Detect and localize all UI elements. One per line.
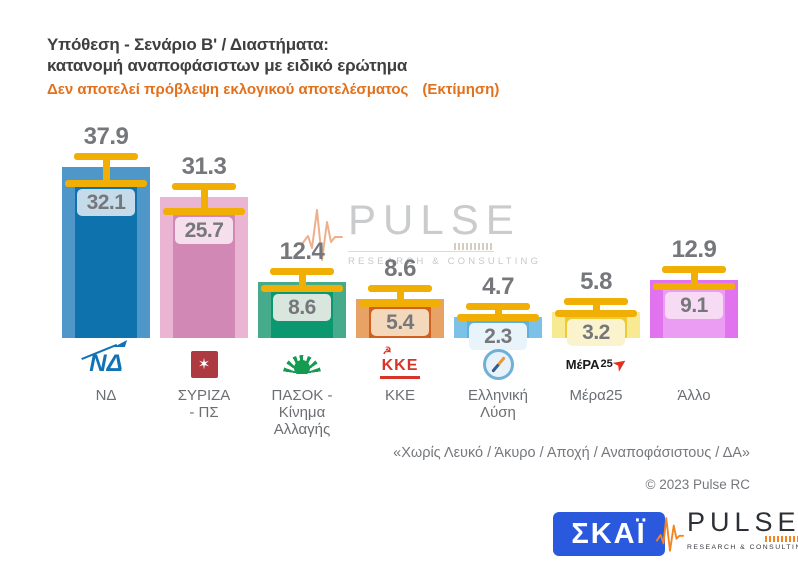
- pulse-waveform-icon: [656, 517, 684, 552]
- pulse-watermark: PULSE RESEARCH & CONSULTING: [300, 198, 541, 267]
- interval-bottom-nd: [65, 179, 147, 187]
- barcode-icon: [765, 536, 798, 542]
- interval-top-syriza: [172, 183, 236, 191]
- lower-value-kke: 5.4: [371, 308, 429, 336]
- watermark-brand: PULSE: [348, 196, 521, 243]
- compass-logo-icon: [482, 348, 514, 380]
- pulse-waveform-icon: [301, 209, 343, 261]
- interval-top-allo: [662, 265, 726, 273]
- party-logo-allo: [639, 344, 749, 384]
- disclaimer: Δεν αποτελεί πρόβλεψη εκλογικού αποτελέσ…: [47, 81, 499, 98]
- party-logo-mera25: ΜέΡΑ 25 ➤: [541, 344, 651, 384]
- lower-value-syriza: 25.7: [175, 217, 233, 245]
- interval-bottom-pasok: [261, 285, 343, 293]
- interval-stem-mera25: [593, 297, 600, 317]
- interval-bottom-syriza: [163, 208, 245, 216]
- skai-logo: ΣΚΑΪ: [553, 512, 665, 556]
- estimate-label: (Εκτίμηση): [422, 81, 500, 98]
- watermark-divider: [348, 242, 494, 252]
- disclaimer-text: Δεν αποτελεί πρόβλεψη εκλογικού αποτελέσ…: [47, 81, 409, 98]
- party-name-elliniki-lysi: Ελληνική Λύση: [467, 387, 529, 421]
- party-name-pasok: ΠΑΣΟΚ - Κίνημα Αλλαγής: [271, 387, 333, 438]
- interval-bottom-kke: [359, 299, 441, 307]
- barcode-icon: [454, 243, 492, 250]
- party-logo-kke: ☭ ΚΚΕ: [345, 344, 455, 384]
- upper-value-mera25: 5.8: [580, 267, 612, 295]
- nd-logo-icon: ΝΔ: [81, 340, 127, 376]
- party-logo-nd: ΝΔ: [51, 340, 161, 384]
- lower-value-nd: 32.1: [77, 188, 135, 216]
- lower-value-mera25: 3.2: [567, 318, 625, 346]
- interval-bottom-allo: [653, 283, 735, 291]
- pasok-sun-icon: [283, 354, 321, 374]
- kke-logo-icon: ☭ ΚΚΕ: [379, 347, 421, 379]
- party-name-allo: Άλλο: [677, 387, 711, 404]
- party-name-nd: ΝΔ: [95, 387, 117, 404]
- pulse-logo-text-block: PULSE RESEARCH & CONSULTING: [687, 508, 798, 551]
- mera25-logo-icon: ΜέΡΑ 25 ➤: [565, 353, 631, 375]
- interval-top-elliniki-lysi: [466, 302, 530, 310]
- interval-top-kke: [368, 285, 432, 293]
- party-name-kke: ΚΚΕ: [384, 387, 415, 404]
- party-logo-syriza: ✶: [149, 344, 259, 384]
- party-logo-elliniki-lysi: [443, 344, 553, 384]
- title-line-2: κατανομή αναποφάσιστων με ειδικό ερώτημα: [47, 56, 408, 75]
- title-line-1: Υπόθεση - Σενάριο Β' / Διαστήματα:: [47, 35, 329, 54]
- header: Υπόθεση - Σενάριο Β' / Διαστήματα: καταν…: [47, 34, 499, 98]
- interval-stem-syriza: [201, 183, 208, 216]
- watermark-text-block: PULSE RESEARCH & CONSULTING: [348, 198, 541, 267]
- upper-value-syriza: 31.3: [181, 153, 227, 181]
- interval-stem-allo: [691, 265, 698, 291]
- interval-stem-pasok: [299, 268, 306, 293]
- bird-icon: ➤: [609, 353, 631, 375]
- upper-value-pasok: 12.4: [279, 238, 325, 266]
- party-logo-pasok: [247, 344, 357, 384]
- interval-top-pasok: [270, 268, 334, 276]
- pulse-logo: PULSE RESEARCH & CONSULTING: [656, 508, 798, 554]
- pulse-brand: PULSE: [687, 507, 798, 537]
- interval-top-mera25: [564, 297, 628, 305]
- party-name-mera25: Μέρα25: [569, 387, 623, 404]
- syriza-logo-icon: ✶: [190, 350, 218, 378]
- party-name-syriza: ΣΥΡΙΖΑ - ΠΣ: [177, 387, 231, 421]
- interval-bottom-mera25: [555, 309, 637, 317]
- interval-top-nd: [74, 153, 138, 161]
- copyright: © 2023 Pulse RC: [645, 477, 751, 492]
- upper-value-elliniki-lysi: 4.7: [482, 272, 514, 300]
- lower-value-allo: 9.1: [665, 292, 723, 320]
- exclusion-note: «Χωρίς Λευκό / Άκυρο / Αποχή / Αναποφάσι…: [393, 445, 750, 461]
- interval-bottom-elliniki-lysi: [457, 313, 539, 321]
- interval-stem-elliniki-lysi: [495, 302, 502, 321]
- watermark-tagline: RESEARCH & CONSULTING: [348, 256, 542, 267]
- upper-value-kke: 8.6: [384, 255, 416, 283]
- lower-value-pasok: 8.6: [273, 294, 331, 322]
- interval-stem-nd: [103, 153, 110, 187]
- upper-value-allo: 12.9: [671, 235, 717, 263]
- upper-value-nd: 37.9: [83, 123, 129, 151]
- pulse-tagline: RESEARCH & CONSULTING: [687, 544, 798, 551]
- lower-value-elliniki-lysi: 2.3: [469, 322, 527, 350]
- interval-stem-kke: [397, 285, 404, 307]
